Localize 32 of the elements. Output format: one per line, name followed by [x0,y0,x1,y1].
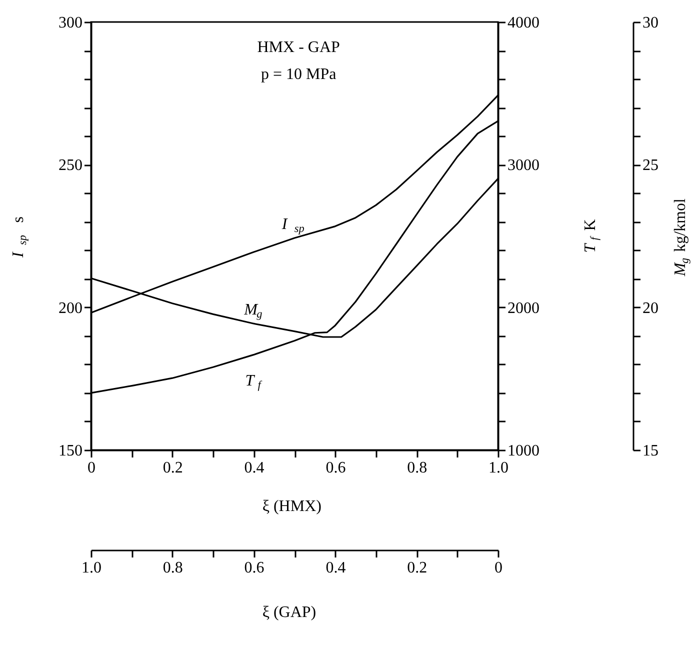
x2-tick-label: 0.6 [244,560,264,576]
y-tick-label: 150 [58,442,82,460]
y3-tick-label: 20 [642,300,658,317]
y2-tick-label: 2000 [508,300,540,317]
series-label: Tf [245,372,263,392]
y3-tick-label: 25 [642,157,658,174]
y3-axis-title: Mg kg/kmol [672,198,691,278]
x-tick-label: 0 [88,460,96,476]
x-tick-label: 1.0 [488,460,508,476]
y3-tick-label: 15 [642,442,658,460]
y3-tick-label: 30 [642,14,658,32]
text: HMX - GAP [257,39,340,56]
x-tick-label: 0.6 [326,460,346,476]
y2-tick-label: 4000 [508,14,540,32]
y2-tick-label: 3000 [508,157,540,174]
x-tick-label: 0.8 [407,460,428,476]
x2-tick-label: 1.0 [82,560,102,576]
y-tick-label: 250 [58,157,82,174]
x2-tick-label: 0.8 [162,560,183,576]
x2-tick-label: 0.2 [407,560,428,576]
y2-tick-label: 1000 [508,442,540,460]
x2-tick-label: 0.4 [326,560,346,576]
y-tick-label: 200 [58,300,82,317]
y-tick-label: 300 [58,14,82,32]
x2-axis-title: ξ (GAP) [262,604,316,621]
x2-tick-label: 0 [494,560,502,576]
text: p = 10 MPa [260,66,336,83]
x-axis-title: ξ (HMX) [262,498,322,515]
y2-axis-title: Tf K [582,218,601,253]
x-tick-label: 0.2 [162,460,183,476]
y-axis-title: Isp s [10,216,29,259]
x-tick-label: 0.4 [244,460,264,476]
